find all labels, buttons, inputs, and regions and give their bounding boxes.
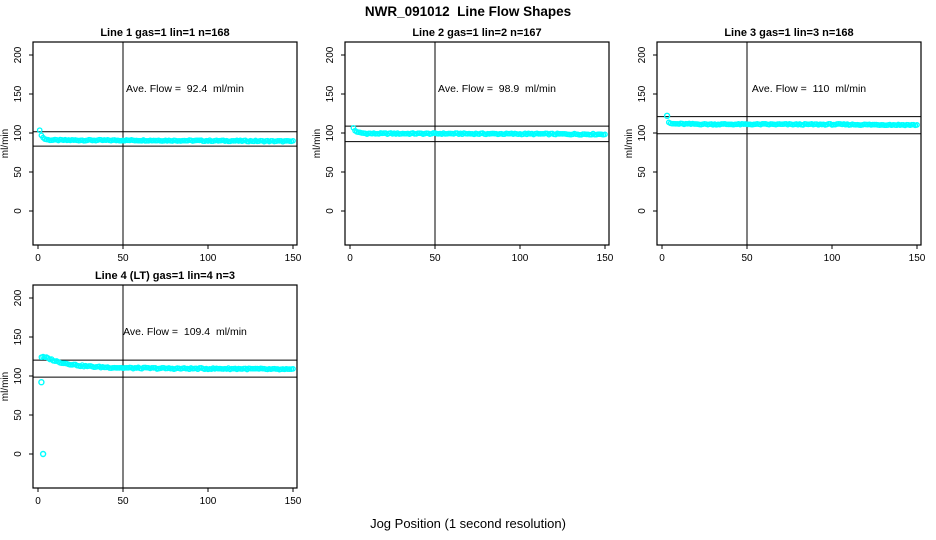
y-axis-label: ml/min [312,129,323,158]
y-tick-label: 50 [325,166,336,178]
subplot-line-3: Line 3 gas=1 lin=3 n=168 Ave. Flow = 110… [624,25,936,273]
y-tick-label: 100 [325,124,336,141]
x-tick-label: 100 [512,253,529,264]
figure-title: NWR_091012 Line Flow Shapes [364,4,572,19]
y-axis-label: ml/min [624,129,635,158]
flow-outlier-point [39,450,47,458]
flow-outlier-point [38,378,45,386]
y-tick-label: 150 [13,85,24,102]
y-tick-label: 0 [13,451,24,457]
plot-frame [656,41,922,246]
subplot-line-1: Line 1 gas=1 lin=1 n=168 Ave. Flow = 92.… [0,25,312,273]
flow-point [290,137,296,144]
y-tick-label: 50 [637,166,648,178]
subplot-line-4: Line 4 (LT) gas=1 lin=4 n=3 Ave. Flow = … [0,268,312,516]
y-axis-label: ml/min [0,372,11,401]
y-tick-label: 200 [325,46,336,63]
x-tick-label: 50 [741,253,753,264]
flow-outlier-point [663,112,671,120]
x-tick-label: 0 [35,496,41,507]
x-tick-label: 150 [597,253,614,264]
ave-flow-annotation-line-4: Ave. Flow = 109.4 ml/min [123,326,247,338]
y-tick-label: 150 [13,328,24,345]
y-tick-label: 200 [13,46,24,63]
x-tick-label: 0 [659,253,665,264]
x-tick-label: 50 [429,253,441,264]
plot-canvas-line-2: 0 50 100 150 0 50 100 150 200 ml/min [312,41,614,264]
plot-frame [32,284,298,489]
x-tick-label: 100 [824,253,841,264]
plot-canvas-line-4: 0 50 100 150 0 50 100 150 200 ml/min [0,284,302,507]
subplot-line-2: Line 2 gas=1 lin=2 n=167 Ave. Flow = 98.… [312,25,624,273]
y-tick-label: 100 [637,124,648,141]
y-tick-label: 200 [13,289,24,306]
flow-point [602,131,608,138]
x-tick-label: 0 [347,253,353,264]
plot-frame [344,41,610,246]
y-tick-label: 0 [13,208,24,214]
x-tick-label: 150 [285,496,302,507]
y-tick-label: 150 [637,85,648,102]
y-tick-label: 100 [13,367,24,384]
y-tick-label: 50 [13,409,24,421]
plot-frame [32,41,298,246]
y-tick-label: 150 [325,85,336,102]
ave-flow-annotation-line-3: Ave. Flow = 110 ml/min [751,83,867,95]
x-tick-label: 150 [285,253,302,264]
plot-canvas-line-1: 0 50 100 150 0 50 100 150 200 ml/min [0,41,302,264]
subplot-title-line-2: Line 2 gas=1 lin=2 n=167 [412,27,542,39]
y-tick-label: 200 [637,46,648,63]
y-tick-label: 0 [637,208,648,214]
y-tick-label: 50 [13,166,24,178]
x-tick-label: 100 [200,496,217,507]
ave-flow-annotation-line-1: Ave. Flow = 92.4 ml/min [126,83,244,95]
x-tick-label: 100 [200,253,217,264]
flow-point [36,127,43,134]
ave-flow-annotation-line-2: Ave. Flow = 98.9 ml/min [438,83,556,95]
x-axis-label: Jog Position (1 second resolution) [370,516,566,531]
subplot-title-line-4: Line 4 (LT) gas=1 lin=4 n=3 [94,270,236,282]
plot-canvas-line-3: 0 50 100 150 0 50 100 150 200 ml/min [624,41,926,264]
y-tick-label: 100 [13,124,24,141]
x-tick-label: 50 [117,496,129,507]
y-axis-label: ml/min [0,129,11,158]
x-tick-label: 50 [117,253,129,264]
flow-point [914,122,920,128]
x-tick-label: 150 [909,253,926,264]
subplot-title-line-1: Line 1 gas=1 lin=1 n=168 [100,27,230,39]
x-tick-label: 0 [35,253,41,264]
flow-point [290,366,296,372]
subplot-title-line-3: Line 3 gas=1 lin=3 n=168 [724,27,854,39]
y-tick-label: 0 [325,208,336,214]
